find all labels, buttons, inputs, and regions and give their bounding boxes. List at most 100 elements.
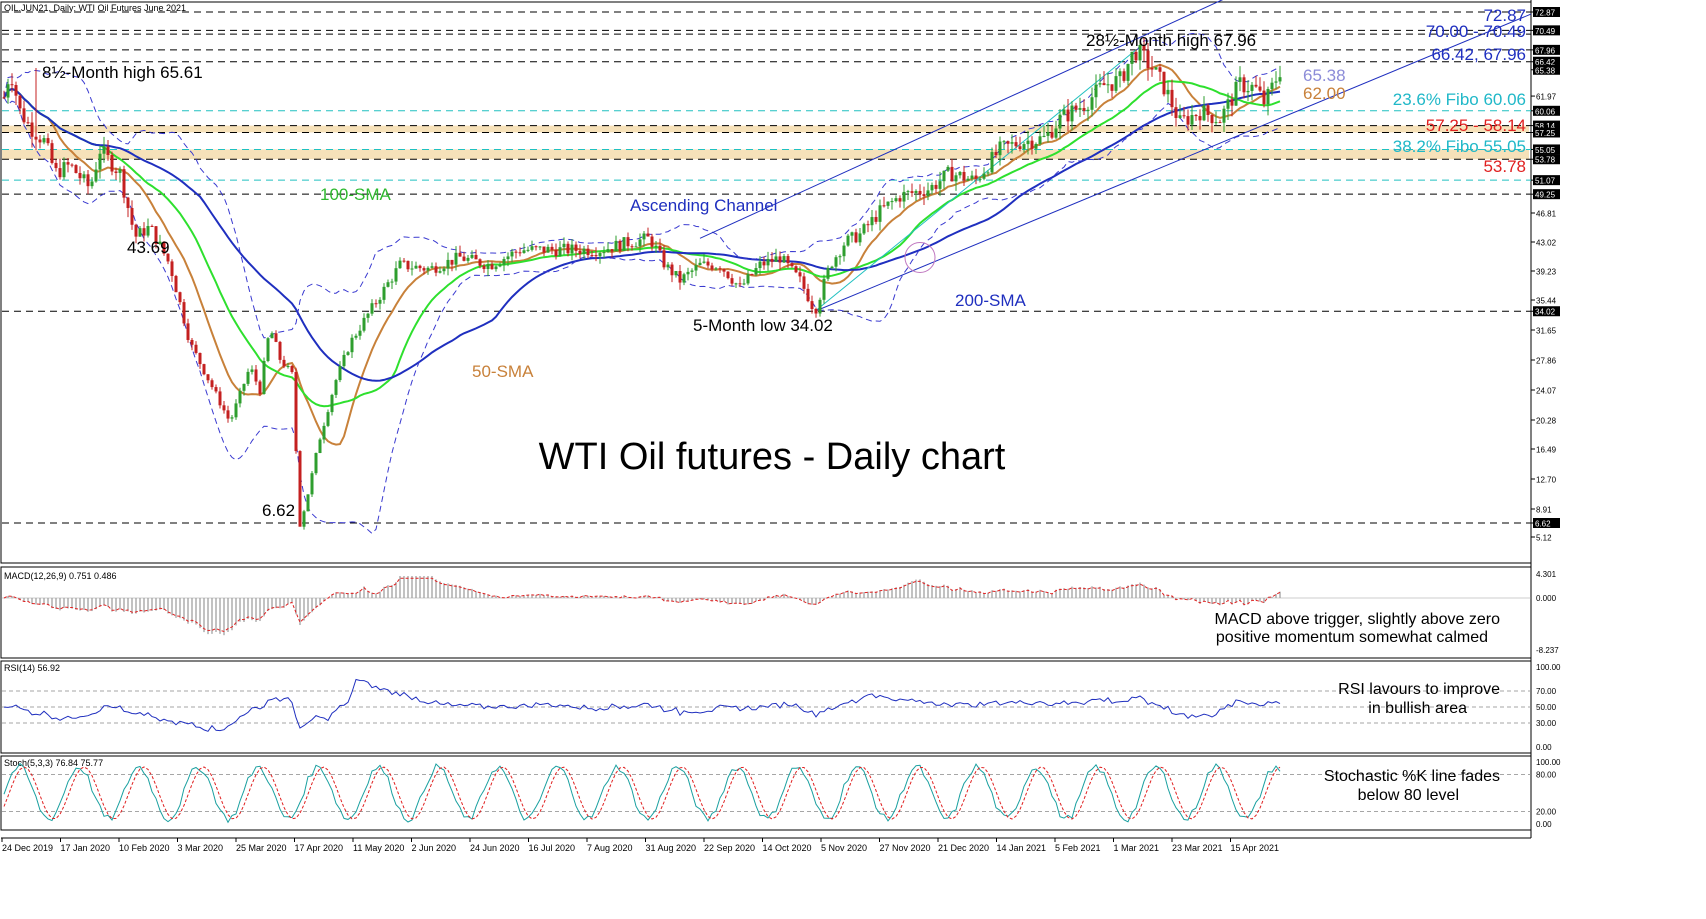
rsi-tick-label: 0.00 <box>1536 743 1552 752</box>
candle-body <box>342 354 346 367</box>
price-tag-bg <box>1533 189 1560 200</box>
candle-body <box>1002 141 1006 143</box>
support-zone-0 <box>2 125 1529 133</box>
candle-body <box>1178 115 1182 118</box>
candle-body <box>1034 143 1038 149</box>
candle-body <box>622 237 626 251</box>
candle-body <box>350 337 354 353</box>
candle-body <box>598 253 602 257</box>
time-tick-label: 25 Mar 2020 <box>236 843 287 853</box>
price-tick-label: 8.91 <box>1536 506 1552 515</box>
price-tick-label: 53.78 <box>1535 156 1556 165</box>
candle-body <box>270 333 274 339</box>
candle-body <box>490 264 494 270</box>
price-tag-bg <box>1533 56 1560 67</box>
candle-body <box>722 269 726 272</box>
candle-body <box>1010 142 1014 144</box>
candle-body <box>486 264 490 270</box>
candle-body <box>1138 44 1142 61</box>
candle-body <box>758 261 762 269</box>
candle-body <box>678 271 682 283</box>
candle-body <box>1014 142 1018 147</box>
candle-body <box>1222 108 1226 123</box>
candle-body <box>986 172 990 174</box>
stoch-note-2: below 80 level <box>1358 787 1459 804</box>
candle-body <box>390 281 394 283</box>
candle-body <box>1070 105 1074 122</box>
candle-body <box>426 267 430 271</box>
candle-body <box>1026 140 1030 145</box>
candle-body <box>850 232 854 236</box>
candle-body <box>714 268 718 270</box>
candle-body <box>682 274 686 283</box>
candle-body <box>954 175 958 182</box>
candle-body <box>414 265 418 269</box>
candle-body <box>210 380 214 388</box>
candle-body <box>1162 71 1166 95</box>
price-tick-label: 31.65 <box>1536 327 1557 336</box>
candle-body <box>6 84 10 98</box>
candle-body <box>1242 77 1246 93</box>
candle-body <box>322 425 326 440</box>
candle-body <box>1274 81 1278 83</box>
candle-body <box>1202 105 1206 121</box>
candle-body <box>838 256 842 258</box>
candle-body <box>142 228 146 236</box>
time-tick-label: 7 Aug 2020 <box>587 843 633 853</box>
candle-body <box>918 190 922 195</box>
price-tag-bg <box>1533 44 1560 55</box>
ma-line-100-sma <box>3 80 1281 408</box>
candle-body <box>18 95 22 109</box>
candle-body <box>198 352 202 365</box>
candle-body <box>686 271 690 275</box>
candle-body <box>158 241 162 244</box>
candle-body <box>1174 107 1178 118</box>
annotation-200-sma: 200-SMA <box>955 291 1027 310</box>
annotation-close-6538: 65.38 <box>1303 66 1346 85</box>
candle-body <box>218 391 222 406</box>
candle-body <box>978 178 982 180</box>
candle-body <box>1006 141 1010 144</box>
time-tick-label: 2 Jun 2020 <box>412 843 457 853</box>
time-tick-label: 31 Aug 2020 <box>646 843 697 853</box>
price-tick-label: 20.28 <box>1536 417 1557 426</box>
candle-body <box>222 405 226 411</box>
candle-body <box>1062 109 1066 115</box>
candle-body <box>846 235 850 246</box>
candle-body <box>970 175 974 179</box>
candle-body <box>1046 132 1050 136</box>
price-tick-label: 49.25 <box>1535 191 1556 200</box>
time-tick-label: 14 Jan 2021 <box>997 843 1047 853</box>
candle-body <box>634 246 638 248</box>
candle-body <box>1206 105 1210 115</box>
candle-body <box>790 263 794 267</box>
time-tick-label: 3 Mar 2020 <box>178 843 224 853</box>
candle-body <box>530 246 534 250</box>
candle-body <box>230 417 234 419</box>
stoch-d-line <box>3 766 1281 820</box>
candle-body <box>742 283 746 285</box>
annotation-fibo-236: 23.6% Fibo 60.06 <box>1393 90 1526 109</box>
candle-body <box>206 374 210 381</box>
candle-body <box>690 270 694 272</box>
candle-body <box>1266 89 1270 105</box>
candle-body <box>590 255 594 257</box>
candle-body <box>702 261 706 263</box>
channel-lower <box>814 13 1532 312</box>
candle-body <box>310 473 314 495</box>
candle-body <box>866 224 870 226</box>
rsi-tick-label: 50.00 <box>1536 703 1557 712</box>
candle-body <box>946 166 950 171</box>
candle-body <box>698 262 702 266</box>
candle-body <box>1218 122 1222 124</box>
candle-body <box>570 244 574 254</box>
stoch-tick-label: 100.00 <box>1536 758 1561 767</box>
candle-body <box>894 198 898 202</box>
candle-body <box>754 268 758 275</box>
candle-body <box>298 451 302 527</box>
candle-body <box>70 164 74 166</box>
candle-body <box>562 243 566 248</box>
candle-body <box>982 173 986 179</box>
candle-body <box>162 241 166 254</box>
